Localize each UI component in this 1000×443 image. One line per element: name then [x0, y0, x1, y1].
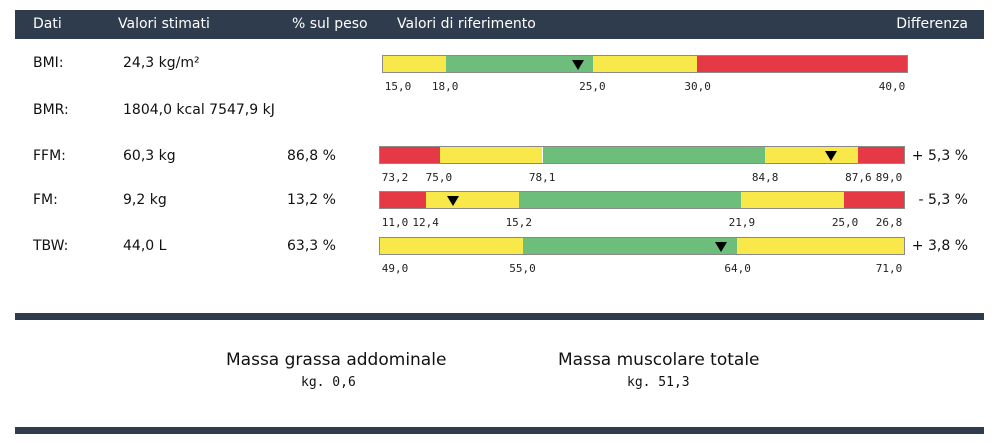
bar-segment-red [697, 56, 907, 72]
row-value: 1804,0 kcal 7547,9 kJ [123, 102, 275, 118]
value-marker-icon [446, 196, 459, 206]
header-dati: Dati [33, 16, 62, 32]
row-label: FFM: [33, 148, 66, 164]
bar-segment-yellow [737, 238, 904, 254]
reference-bar [379, 191, 905, 209]
reference-bar [379, 146, 905, 164]
bar-segment-green [542, 147, 765, 163]
tick-label: 64,0 [724, 262, 751, 275]
summary-title: Massa muscolare totale [558, 350, 760, 370]
row-difference: + 3,8 % [911, 238, 968, 254]
row-label: TBW: [33, 238, 69, 254]
tick-label: 25,0 [831, 216, 859, 229]
header-differenza: Differenza [896, 16, 968, 32]
bar-segment-green [522, 238, 738, 254]
reference-ticks: 15,0 18,0 25,0 30,0 40,0 [382, 80, 908, 94]
header-valori-stimati: Valori stimati [118, 16, 210, 32]
tick-label: 21,9 [728, 216, 756, 229]
bar-segment-yellow [380, 238, 523, 254]
tick-label: 75,0 [425, 171, 453, 184]
bar-segment-yellow [439, 147, 543, 163]
bar-segment-green [519, 192, 742, 208]
row-percent: 13,2 % [287, 192, 336, 208]
tick-label: 18,0 [431, 80, 459, 93]
reference-ticks: 73,2 75,0 78,1 84,8 87,6 89,0 [379, 171, 905, 185]
summary-title: Massa grassa addominale [226, 350, 447, 370]
value-marker-icon [714, 242, 727, 252]
tick-label: 49,0 [381, 262, 409, 275]
bar-segment-red [844, 192, 904, 208]
bar-segment-yellow [383, 56, 446, 72]
reference-bar [382, 55, 908, 73]
tick-label: 40,0 [878, 80, 906, 93]
summary-value: kg. 0,6 [301, 375, 356, 390]
reference-ticks: 11,0 12,4 15,2 21,9 25,0 26,8 [379, 216, 905, 230]
section-divider [15, 427, 984, 434]
value-marker-icon [825, 151, 838, 161]
tick-label: 26,8 [875, 216, 903, 229]
tick-label: 25,0 [579, 80, 606, 93]
row-value: 9,2 kg [123, 192, 167, 208]
summary-value: kg. 51,3 [627, 375, 690, 390]
tick-label: 15,2 [505, 216, 533, 229]
bar-segment-red [380, 147, 440, 163]
reference-ticks: 49,0 55,0 64,0 71,0 [379, 262, 905, 276]
tick-label: 73,2 [381, 171, 409, 184]
row-difference: - 5,3 % [918, 192, 968, 208]
row-difference: + 5,3 % [911, 148, 968, 164]
row-value: 60,3 kg [123, 148, 176, 164]
row-label: BMR: [33, 102, 69, 118]
table-header: Dati Valori stimati % sul peso Valori di… [15, 10, 984, 39]
tick-label: 87,6 [845, 171, 872, 184]
header-peso: % sul peso [292, 16, 368, 32]
tick-label: 55,0 [509, 262, 536, 275]
reference-bar [379, 237, 905, 255]
bar-segment-yellow [741, 192, 845, 208]
bar-segment-yellow [764, 147, 858, 163]
tick-label: 11,0 [381, 216, 409, 229]
bar-segment-green [445, 56, 593, 72]
bar-segment-red [857, 147, 904, 163]
tick-label: 71,0 [875, 262, 903, 275]
bar-segment-red [380, 192, 427, 208]
section-divider [15, 313, 984, 320]
row-percent: 86,8 % [287, 148, 336, 164]
row-value: 44,0 L [123, 238, 167, 254]
tick-label: 30,0 [684, 80, 711, 93]
tick-label: 15,0 [384, 80, 412, 93]
bar-segment-yellow [592, 56, 698, 72]
row-percent: 63,3 % [287, 238, 336, 254]
tick-label: 12,4 [412, 216, 439, 229]
tick-label: 78,1 [528, 171, 556, 184]
row-label: FM: [33, 192, 58, 208]
value-marker-icon [571, 60, 584, 70]
row-label: BMI: [33, 55, 64, 71]
tick-label: 84,8 [751, 171, 779, 184]
tick-label: 89,0 [875, 171, 903, 184]
bar-segment-yellow [426, 192, 520, 208]
header-riferimento: Valori di riferimento [397, 16, 536, 32]
row-value: 24,3 kg/m² [123, 55, 200, 71]
